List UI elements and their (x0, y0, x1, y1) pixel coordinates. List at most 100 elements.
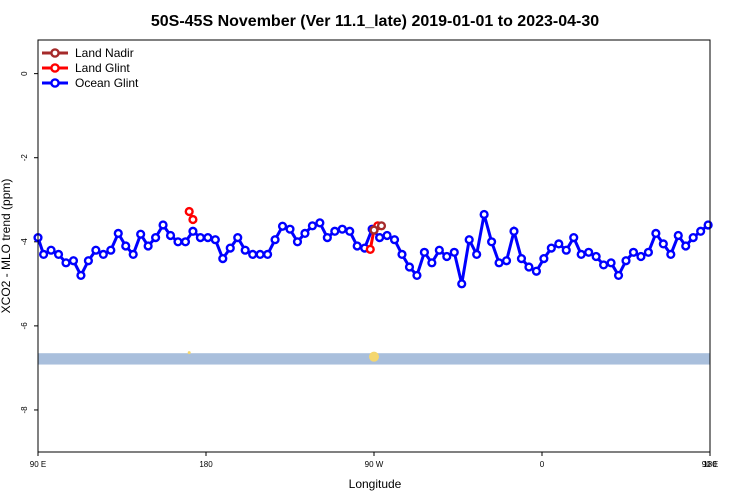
ocean-glint-point (375, 232, 385, 243)
ocean-glint-point (643, 247, 654, 257)
legend-label-ocean-glint: Ocean Glint (75, 76, 139, 90)
ocean-glint-point (412, 270, 422, 281)
ocean-glint-point (180, 237, 191, 247)
ocean-glint-point (76, 270, 86, 281)
y-tick-label: -6 (20, 322, 29, 330)
legend-marker-ocean-glint (50, 78, 60, 88)
ocean-glint-point (442, 251, 452, 262)
ocean-glint-point (225, 243, 235, 253)
ocean-glint-point (106, 245, 116, 255)
ocean-glint-point (255, 249, 265, 260)
ocean-glint-point (240, 245, 250, 255)
ocean-glint-point (673, 230, 683, 241)
ocean-glint-point (681, 241, 691, 251)
ocean-glint-point (233, 232, 243, 243)
ocean-glint-point (457, 279, 467, 289)
ocean-glint-point (83, 256, 94, 266)
ocean-glint-point (203, 232, 213, 243)
plot-frame (37, 39, 711, 453)
ocean-glint-point (263, 249, 273, 260)
ocean-glint-point (516, 254, 527, 264)
ocean-glint-point (113, 228, 123, 238)
ocean-glint-point (330, 226, 340, 236)
ocean-glint-point (546, 243, 556, 253)
legend-marker-land-nadir (50, 48, 60, 58)
ocean-glint-point (91, 245, 101, 255)
ocean-glint-point (569, 232, 579, 243)
ocean-glint-point (389, 235, 400, 245)
ocean-glint-point (554, 239, 564, 249)
ocean-glint-point (285, 224, 295, 234)
ocean-glint-point (531, 266, 542, 276)
ocean-glint-point (449, 247, 459, 257)
ocean-glint-point (696, 226, 706, 236)
y-tick-label: -2 (20, 154, 29, 162)
ocean-glint-point (151, 232, 161, 243)
ocean-glint-point (628, 247, 639, 257)
ocean-glint-point (61, 258, 71, 268)
ocean-glint-point (427, 258, 437, 268)
land-band-marker (187, 351, 191, 355)
ocean-glint-point (479, 209, 489, 220)
ocean-glint-point (210, 235, 220, 245)
ocean-glint-point (322, 232, 332, 243)
ocean-glint-point (494, 258, 504, 268)
land-nadir-point (376, 221, 387, 231)
legend-label-land-nadir: Land Nadir (75, 46, 134, 60)
ocean-glint-point (666, 249, 676, 260)
x-tick-label: 180 (703, 460, 717, 469)
ocean-glint-point (576, 249, 586, 260)
ocean-glint-point (277, 221, 288, 231)
x-tick-label: 0 (540, 460, 545, 469)
ocean-glint-point (158, 220, 168, 230)
ocean-glint-point (165, 230, 176, 241)
ocean-glint-point (472, 249, 482, 260)
ocean-glint-point (345, 226, 355, 236)
ocean-glint-point (98, 249, 108, 260)
ocean-glint-point (337, 224, 347, 234)
ocean-glint-point (300, 228, 310, 238)
ocean-glint-point (68, 256, 79, 266)
ocean-glint-point (584, 247, 594, 257)
y-tick-label: 0 (20, 71, 29, 76)
ocean-glint-point (315, 218, 325, 228)
legend-marker-land-glint (50, 63, 60, 73)
land-band (38, 351, 710, 365)
ocean-glint-point (382, 230, 392, 241)
ocean-glint-point (591, 251, 601, 262)
ocean-glint-point (561, 245, 571, 255)
ocean-glint-point (524, 262, 534, 272)
x-tick-label: 180 (199, 460, 213, 469)
land-band-marker (369, 351, 379, 362)
ocean-glint-point (509, 226, 519, 236)
land-glint-point (184, 206, 194, 217)
land-glint-point (188, 214, 198, 225)
chart-title: 50S-45S November (Ver 11.1_late) 2019-01… (151, 13, 599, 30)
ocean-glint-point (501, 256, 512, 266)
ocean-glint-point (404, 262, 415, 272)
ocean-glint-point (539, 254, 549, 264)
ocean-glint-point (195, 232, 206, 243)
ocean-glint-point (464, 235, 474, 245)
ocean-glint-point (173, 237, 183, 247)
ocean-glint-point (188, 226, 198, 236)
ocean-glint-point (651, 228, 661, 238)
ocean-glint-point (292, 237, 303, 247)
x-tick-label: 90 E (30, 460, 46, 469)
ocean-glint-point (613, 270, 624, 281)
ocean-glint-point (218, 254, 228, 264)
ocean-glint-point (352, 241, 362, 251)
ocean-glint-point (143, 241, 153, 251)
ocean-glint-point (658, 239, 668, 249)
ocean-glint-point (136, 229, 146, 239)
x-tick-label: 90 W (365, 460, 384, 469)
ocean-glint-point (688, 232, 698, 243)
ocean-glint-point (487, 237, 497, 247)
ocean-glint-point (434, 245, 444, 255)
ocean-glint-point (38, 249, 49, 260)
x-axis-label: Longitude (349, 477, 402, 491)
ocean-glint-point (46, 245, 56, 255)
